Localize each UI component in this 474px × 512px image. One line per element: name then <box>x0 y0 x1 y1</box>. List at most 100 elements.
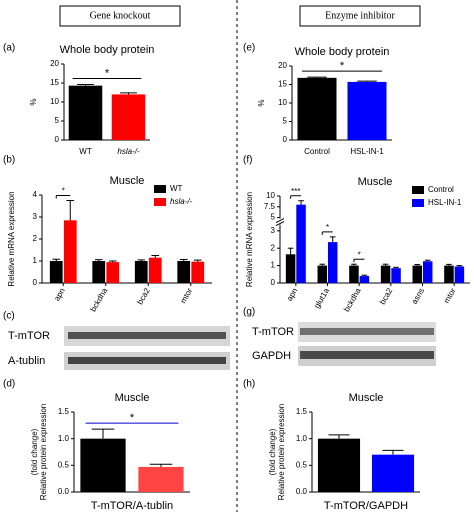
x-tick-label: Control <box>304 147 330 156</box>
bar <box>347 81 387 140</box>
header-box <box>299 5 421 27</box>
x-tick-label: bckdha <box>342 286 363 313</box>
chart-title: Muscle <box>110 175 145 187</box>
y-tick-label: 2 <box>271 243 276 252</box>
bar <box>63 220 77 283</box>
significance: *** <box>291 187 300 196</box>
chart-title: Muscle <box>349 392 384 404</box>
bar <box>391 268 401 283</box>
y-tick-label: 1.0 <box>58 434 70 443</box>
legend-label: Control <box>428 185 454 194</box>
blot-band <box>68 332 226 339</box>
y-tick-label: 0 <box>271 278 276 287</box>
bar <box>191 261 205 283</box>
chart-title: Whole body protein <box>295 46 390 58</box>
y-axis-label: (fold change) <box>268 428 277 475</box>
y-tick-label: 5 <box>283 117 288 126</box>
bar <box>296 204 306 283</box>
axis-break <box>277 218 283 225</box>
panel-label: (g) <box>243 307 255 318</box>
axis-break <box>275 221 285 227</box>
blot-label: T-mTOR <box>252 326 294 338</box>
bar <box>454 266 465 283</box>
y-tick-label: 10 <box>266 191 275 200</box>
y-tick-label: 0.5 <box>296 460 308 469</box>
y-tick-label: 20 <box>278 61 287 70</box>
y-tick-label: 15 <box>50 78 59 87</box>
chart-title: Muscle <box>115 392 150 404</box>
y-axis-label: Relative mRNA expression <box>245 192 254 287</box>
y-tick-label: 10 <box>278 98 287 107</box>
bar <box>49 261 63 283</box>
x-tick-label: bca2 <box>135 286 152 306</box>
y-tick-label: 4 <box>33 190 38 199</box>
legend-swatch <box>412 186 424 194</box>
chart-title: Whole body protein <box>60 44 155 56</box>
bar <box>68 85 103 140</box>
bar <box>327 242 338 283</box>
x-tick-label: HSL-IN-1 <box>350 147 384 156</box>
bar <box>317 438 361 492</box>
y-axis-label: Relative protein expression <box>277 404 286 501</box>
blot-band <box>300 351 434 359</box>
legend-label: WT <box>170 184 183 193</box>
legend-label: hsla-/- <box>170 197 193 206</box>
blot-band <box>68 357 226 364</box>
legend-swatch <box>412 199 424 207</box>
bar <box>92 261 106 283</box>
y-tick-label: 2 <box>33 234 38 243</box>
y-tick-label: 3 <box>33 212 38 221</box>
y-axis-label: % <box>257 99 266 106</box>
blot-label: GAPDH <box>252 350 291 362</box>
bar <box>444 265 454 283</box>
y-axis-label: % <box>29 98 38 105</box>
blot-band <box>300 328 434 335</box>
bar <box>80 438 126 492</box>
y-tick-label: 0.0 <box>296 487 308 496</box>
x-tick-label: hsla-/- <box>117 147 140 156</box>
header: Enzyme inhibitor <box>325 10 395 21</box>
x-tick-label: mtor <box>179 286 195 305</box>
bar <box>359 276 370 283</box>
significance: * <box>358 250 361 259</box>
y-tick-label: 1.5 <box>58 407 70 416</box>
header: Gene knockout <box>90 10 151 21</box>
blot-label: A-tublin <box>8 355 45 367</box>
x-tick-label: bca2 <box>378 286 395 306</box>
y-tick-label: 0.5 <box>58 460 70 469</box>
x-axis-label: T-mTOR/GAPDH <box>324 500 408 512</box>
panel-label: (e) <box>243 43 255 54</box>
x-tick-label: apn <box>52 287 66 303</box>
x-tick-label: glut1a <box>312 286 331 310</box>
bar <box>138 466 184 492</box>
y-tick-label: 15 <box>278 80 287 89</box>
y-tick-label: 0 <box>33 278 38 287</box>
x-tick-label: mtor <box>442 286 458 305</box>
significance: * <box>326 223 329 232</box>
bar <box>297 77 337 140</box>
panel-label: (d) <box>3 379 15 390</box>
significance: * <box>105 67 110 79</box>
y-tick-label: 0 <box>55 135 60 144</box>
panel-label: (h) <box>243 379 255 390</box>
y-tick-label: 3 <box>271 226 276 235</box>
significance: * <box>62 187 65 196</box>
bar <box>285 254 296 283</box>
y-tick-label: 1 <box>271 261 276 270</box>
y-tick-label: 0 <box>283 135 288 144</box>
panel-label: (a) <box>3 43 15 54</box>
bar <box>177 261 191 283</box>
x-tick-label: apn <box>285 287 299 303</box>
y-axis-label: Relative mRNA expression <box>7 191 16 286</box>
blot-label: T-mTOR <box>8 330 50 342</box>
y-tick-label: 5 <box>55 116 60 125</box>
bar <box>380 265 391 283</box>
bar <box>412 265 423 283</box>
bar <box>317 265 328 283</box>
x-tick-label: WT <box>79 147 92 156</box>
significance: * <box>130 412 135 424</box>
panel-label: (c) <box>3 311 15 322</box>
bar <box>111 94 146 140</box>
bar <box>134 261 148 283</box>
